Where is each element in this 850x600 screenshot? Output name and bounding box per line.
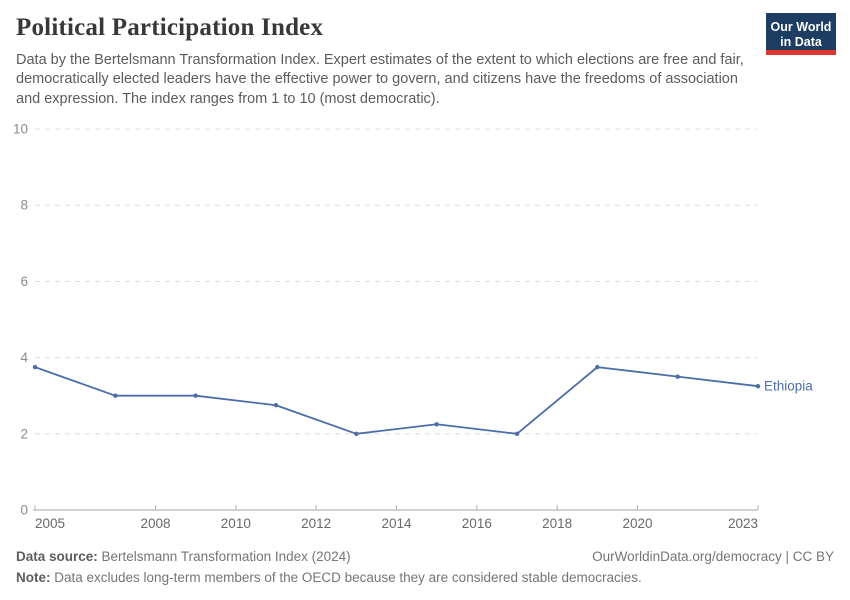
- series-end-label[interactable]: Ethiopia: [764, 379, 813, 394]
- data-point[interactable]: [755, 383, 761, 389]
- data-point[interactable]: [273, 403, 279, 408]
- data-point[interactable]: [113, 393, 118, 398]
- data-source-value: Bertelsmann Transformation Index (2024): [97, 549, 351, 564]
- x-axis-tick-label: 2023: [728, 516, 758, 531]
- chart-footer: Data source: Bertelsmann Transformation …: [16, 547, 834, 589]
- data-point[interactable]: [354, 431, 359, 436]
- data-point[interactable]: [675, 374, 680, 379]
- y-axis-tick-label: 8: [20, 198, 28, 213]
- owid-logo-line2: in Data: [780, 34, 822, 49]
- y-axis-tick-label: 10: [13, 122, 28, 137]
- y-axis-tick-label: 2: [20, 426, 28, 441]
- series-line-ethiopia[interactable]: [34, 366, 759, 435]
- x-axis-tick-label: 2014: [381, 516, 412, 531]
- source-row: Data source: Bertelsmann Transformation …: [16, 547, 834, 568]
- x-axis-tick-label: 2020: [622, 516, 652, 531]
- note-row: Note: Data excludes long-term members of…: [16, 568, 834, 589]
- x-axis-tick-label: 2008: [140, 516, 170, 531]
- footer-divider: |: [781, 549, 793, 564]
- y-axis-tick-label: 0: [20, 503, 28, 518]
- data-point[interactable]: [514, 431, 520, 436]
- data-point[interactable]: [193, 393, 198, 398]
- data-source-label: Data source:: [16, 549, 98, 564]
- note-label: Note:: [16, 569, 51, 585]
- note-value: Data excludes long-term members of the O…: [50, 569, 642, 585]
- owid-logo-line1: Our World: [770, 20, 832, 34]
- chart-header: Political Participation Index Data by th…: [16, 14, 761, 109]
- data-point[interactable]: [434, 422, 439, 427]
- owid-url-link[interactable]: OurWorldinData.org/democracy: [592, 549, 782, 564]
- y-axis-tick-label: 6: [20, 274, 28, 289]
- page-title: Political Participation Index: [16, 14, 324, 41]
- data-point[interactable]: [595, 364, 600, 370]
- x-axis-tick-label: 2016: [462, 516, 492, 531]
- y-axis-tick-label: 4: [20, 350, 28, 365]
- data-source: Data source: Bertelsmann Transformation …: [16, 547, 351, 568]
- x-axis-tick-label: 2018: [542, 516, 572, 531]
- cc-by-link[interactable]: CC BY: [792, 549, 834, 564]
- data-point[interactable]: [32, 364, 38, 370]
- x-axis-tick-label: 2005: [35, 516, 65, 531]
- chart-subtitle: Data by the Bertelsmann Transformation I…: [16, 52, 744, 107]
- owid-logo[interactable]: Our World in Data: [766, 13, 836, 55]
- x-axis-tick-label: 2010: [221, 516, 251, 531]
- owid-logo-red-bar: [766, 49, 836, 55]
- x-axis-tick-label: 2012: [301, 516, 331, 531]
- footer-links: OurWorldinData.org/democracy | CC BY: [592, 547, 834, 568]
